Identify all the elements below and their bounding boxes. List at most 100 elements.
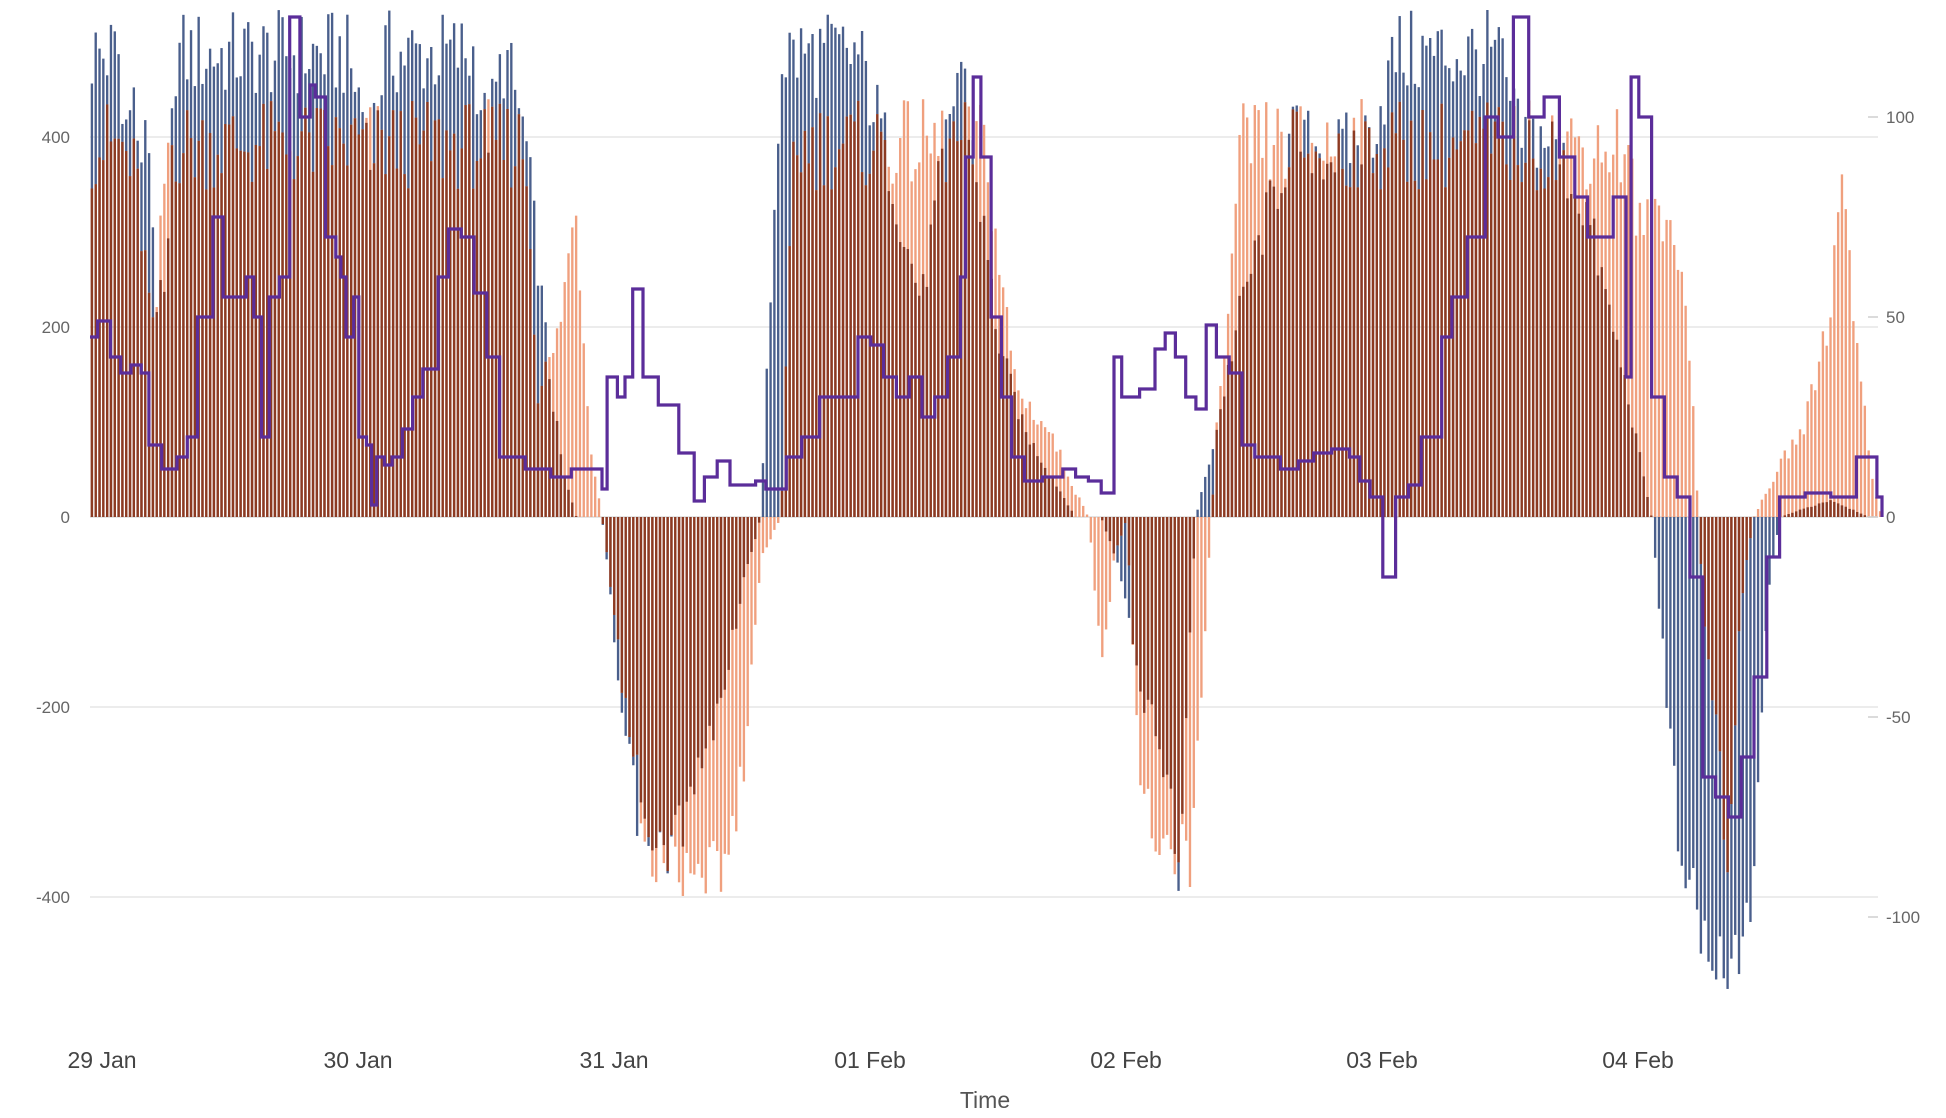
orange-bar <box>1875 497 1878 517</box>
overlap-bar <box>1417 189 1420 518</box>
overlap-bar <box>1535 190 1539 518</box>
orange-bar <box>1657 205 1661 518</box>
overlap-bar <box>1634 433 1638 517</box>
overlap-bar <box>925 286 929 517</box>
overlap-bar <box>1627 404 1630 517</box>
overlap-bar <box>716 517 719 704</box>
blue-bar <box>1680 517 1684 866</box>
overlap-bar <box>1276 208 1279 517</box>
overlap-bar <box>1783 515 1786 517</box>
x-tick-label: 31 Jan <box>579 1047 648 1073</box>
overlap-bar <box>735 517 738 629</box>
overlap-bar <box>632 517 635 757</box>
orange-bar <box>1798 429 1802 517</box>
overlap-bar <box>1745 517 1748 561</box>
overlap-bar <box>300 131 303 517</box>
orange-bar <box>582 343 585 517</box>
overlap-bar <box>750 517 753 552</box>
overlap-bar <box>411 101 414 517</box>
overlap-bar <box>487 152 490 518</box>
overlap-bar <box>1062 498 1066 517</box>
overlap-bar <box>231 116 235 517</box>
overlap-bar <box>277 121 280 518</box>
overlap-bar <box>1478 116 1481 518</box>
overlap-bar <box>1734 517 1737 726</box>
overlap-bar <box>933 200 936 518</box>
x-tick-label: 03 Feb <box>1346 1047 1418 1073</box>
overlap-bar <box>338 128 341 517</box>
overlap-bar <box>1356 187 1359 517</box>
orange-bar <box>1615 109 1619 517</box>
left-tick-label: -200 <box>36 698 70 717</box>
overlap-bar <box>887 191 890 518</box>
overlap-bar <box>799 172 803 517</box>
left-tick-label: 200 <box>42 318 70 337</box>
overlap-bar <box>166 238 170 517</box>
overlap-bar <box>1577 213 1581 517</box>
overlap-bar <box>1307 153 1310 518</box>
overlap-bar <box>857 100 860 518</box>
overlap-bar <box>201 120 204 517</box>
overlap-bar <box>159 280 162 517</box>
overlap-bar <box>1352 130 1356 517</box>
overlap-bar <box>624 517 627 698</box>
orange-bar <box>1669 220 1672 517</box>
overlap-bar <box>178 183 181 517</box>
overlap-bar <box>418 144 421 517</box>
orange-bar <box>1047 432 1051 517</box>
overlap-bar <box>1642 476 1645 517</box>
orange-bar <box>1653 198 1657 517</box>
overlap-bar <box>563 475 566 517</box>
line-series-path <box>90 15 1884 819</box>
overlap-bar <box>1268 180 1272 517</box>
blue-bar <box>1745 517 1748 903</box>
left-tick-label: -400 <box>36 888 70 907</box>
overlap-bar <box>1730 517 1733 805</box>
overlap-bar <box>1364 121 1367 517</box>
overlap-bar <box>1463 130 1466 518</box>
orange-bar <box>1627 145 1630 517</box>
overlap-bar <box>1581 225 1584 517</box>
orange-bar <box>1764 493 1767 517</box>
overlap-bar <box>780 491 784 517</box>
blue-bar <box>784 77 788 517</box>
overlap-bar <box>719 517 723 698</box>
overlap-bar <box>1322 179 1325 517</box>
orange-bar <box>1783 450 1786 517</box>
overlap-bar <box>1143 517 1146 713</box>
overlap-bar <box>376 110 380 517</box>
overlap-bar <box>208 133 212 517</box>
overlap-bar <box>361 129 364 518</box>
overlap-bar <box>815 190 818 517</box>
overlap-bar <box>525 186 528 517</box>
overlap-bar <box>666 517 669 872</box>
overlap-bar <box>1272 186 1276 517</box>
overlap-bar <box>822 185 826 518</box>
orange-bar <box>1760 499 1764 517</box>
overlap-bar <box>1192 517 1195 559</box>
overlap-bar <box>1615 339 1619 517</box>
blue-bar <box>1200 492 1203 517</box>
overlap-bar <box>1829 500 1832 517</box>
overlap-bar <box>494 139 498 517</box>
overlap-bar <box>1162 517 1165 778</box>
orange-bar <box>1074 494 1077 517</box>
orange-bar <box>1848 250 1851 517</box>
orange-bar <box>1878 511 1882 517</box>
overlap-bar <box>1520 182 1523 517</box>
overlap-bar <box>1394 133 1398 517</box>
overlap-bar <box>1646 497 1649 517</box>
overlap-bar <box>1043 467 1047 517</box>
overlap-bar <box>937 161 940 517</box>
overlap-bar <box>552 411 555 517</box>
right-tick-label: -50 <box>1886 708 1911 727</box>
orange-bar <box>1634 235 1638 517</box>
right-tick-label: 0 <box>1886 508 1895 527</box>
orange-bar <box>594 476 597 517</box>
overlap-bar <box>1165 517 1169 775</box>
overlap-bar <box>1833 501 1836 517</box>
overlap-bar <box>262 103 265 518</box>
orange-bar <box>1192 517 1195 808</box>
overlap-bar <box>384 174 387 518</box>
overlap-bar <box>1368 127 1371 518</box>
